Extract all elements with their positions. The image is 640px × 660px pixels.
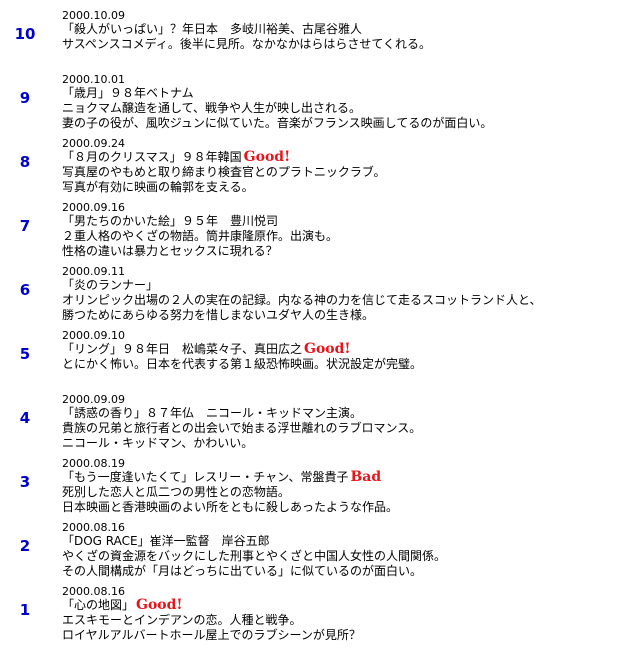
entry-title: 「８月のクリスマス」９８年韓国 bbox=[62, 150, 242, 164]
entry-rank-number: 9 bbox=[19, 89, 31, 107]
entry-title-line: 「リング」９８年日 松嶋菜々子、真田広之 Good! bbox=[62, 342, 630, 357]
entry-comment-line: ２重人格のやくざの物語。筒井康隆原作。出演も。 bbox=[62, 229, 339, 243]
movie-entry: 9 2000.10.01 「歳月」９８年ベトナム ニョクマム醸造を通して、戦争や人生が… bbox=[0, 74, 640, 138]
entry-rank-number: 4 bbox=[19, 409, 31, 427]
entry-title-line: 「もう一度逢いたくて」レスリー・チャン、常盤貴子 Bad bbox=[62, 470, 630, 485]
entry-content: 2000.10.09 「殺人がいっぱい」？年日本 多岐川裕美、古尾谷雅人 サスペンス… bbox=[62, 10, 630, 52]
entry-title: 「歳月」９８年ベトナム bbox=[62, 86, 194, 100]
entry-content: 2000.09.16 「男たちのかいた絵」９５年 豊川悦司 ２重人格のやくざの物語。… bbox=[62, 202, 630, 259]
entry-content: 2000.08.19 「もう一度逢いたくて」レスリー・チャン、常盤貴子 Bad 死別し… bbox=[62, 458, 630, 515]
entry-title-line: 「DOG RACE」崔洋一監督 岸谷五郎 bbox=[62, 534, 630, 549]
entry-comment-line: 性格の違いは暴力とセックスに現れる？ bbox=[62, 244, 278, 258]
entry-title: 「もう一度逢いたくて」レスリー・チャン、常盤貴子 bbox=[62, 470, 349, 484]
entry-rank-number: 10 bbox=[14, 25, 36, 43]
entry-content: 2000.10.01 「歳月」９８年ベトナム ニョクマム醸造を通して、戦争や人生が映… bbox=[62, 74, 630, 131]
entry-comment-line: やくざの資金源をバックにした刑事とやくざと中国人女性の人間関係。 bbox=[62, 549, 447, 563]
entry-title-line: 「歳月」９８年ベトナム bbox=[62, 86, 630, 101]
entry-rating-badge: Good! bbox=[243, 149, 291, 165]
entry-comment-line: オリンピック出場の２人の実在の記録。内なる神の力を信じて走るスコットランド人と、 bbox=[62, 293, 542, 307]
entry-content: 2000.09.11 「炎のランナー」 オリンピック出場の２人の実在の記録。内なる神… bbox=[62, 266, 630, 323]
entry-date: 2000.09.24 bbox=[62, 137, 125, 150]
entry-comment-line: サスペンスコメディ。後半に見所。なかなかはらはらさせてくれる。 bbox=[62, 37, 432, 51]
entry-comment-line: エスキモーとインデアンの恋。人種と戦争。 bbox=[62, 613, 302, 627]
entry-comment-line: 死別した恋人と瓜二つの男性との恋物語。 bbox=[62, 485, 290, 499]
entry-comment-line: 貴族の兄弟と旅行者との出会いで始まる浮世離れのラブロマンス。 bbox=[62, 421, 422, 435]
entry-date: 2000.09.09 bbox=[62, 393, 125, 406]
entry-title: 「DOG RACE」崔洋一監督 岸谷五郎 bbox=[62, 534, 270, 548]
entry-rank-number: 2 bbox=[19, 537, 31, 555]
entry-title-line: 「炎のランナー」 bbox=[62, 278, 630, 293]
entry-comment-line: ニョクマム醸造を通して、戦争や人生が映し出される。 bbox=[62, 101, 362, 115]
entry-rating-badge: Good! bbox=[136, 597, 183, 613]
entry-comment-line: ニコール・キッドマン、かわいい。 bbox=[62, 436, 254, 450]
entry-title-line: 「誘惑の香り」８７年仏 ニコール・キッドマン主演。 bbox=[62, 406, 630, 421]
entry-comment-line: その人間構成が「月はどっちに出ている」に似ているのが面白い。 bbox=[62, 564, 423, 578]
entry-rank-number: 3 bbox=[19, 473, 31, 491]
movie-entry: 5 2000.09.10 「リング」９８年日 松嶋菜々子、真田広之 Good! とにかく… bbox=[0, 330, 640, 394]
entry-date: 2000.10.09 bbox=[62, 9, 125, 22]
entry-title-line: 「男たちのかいた絵」９５年 豊川悦司 bbox=[62, 214, 630, 229]
entry-content: 2000.08.16 「DOG RACE」崔洋一監督 岸谷五郎 やくざの資金源をバッ… bbox=[62, 522, 630, 579]
movie-entry: 10 2000.10.09 「殺人がいっぱい」？年日本 多岐川裕美、古尾谷雅人 サスペ… bbox=[0, 10, 640, 74]
movie-entry: 7 2000.09.16 「男たちのかいた絵」９５年 豊川悦司 ２重人格のやくざの物語… bbox=[0, 202, 640, 266]
entry-title-line: 「殺人がいっぱい」？年日本 多岐川裕美、古尾谷雅人 bbox=[62, 22, 630, 37]
entry-rank-number: 5 bbox=[19, 345, 31, 363]
movie-entry: 3 2000.08.19 「もう一度逢いたくて」レスリー・チャン、常盤貴子 Bad 死別… bbox=[0, 458, 640, 522]
entry-title: 「心の地図」 bbox=[62, 598, 135, 612]
entry-date: 2000.09.10 bbox=[62, 329, 125, 342]
entry-comment-line: 写真が有効に映画の輪郭を支える。 bbox=[62, 180, 254, 194]
entry-content: 2000.09.09 「誘惑の香り」８７年仏 ニコール・キッドマン主演。 貴族の兄弟… bbox=[62, 394, 630, 451]
entry-comment-line: ロイヤルアルバートホール屋上でのラブシーンが見所？ bbox=[62, 628, 361, 642]
entry-title-line: 「心の地図」 Good! bbox=[62, 598, 630, 613]
entry-date: 2000.08.16 bbox=[62, 521, 125, 534]
entry-rating-badge: Bad bbox=[350, 469, 382, 485]
entry-rank-number: 1 bbox=[19, 601, 31, 619]
entry-rating-badge: Good! bbox=[304, 341, 351, 357]
entry-title: 「リング」９８年日 松嶋菜々子、真田広之 bbox=[62, 342, 303, 356]
entry-comment-line: 写真屋のやもめと取り締まり検査官とのプラトニックラブ。 bbox=[62, 165, 386, 179]
entry-comment-line: 妻の子の役が、風吹ジュンに似ていた。音楽がフランス映画してるのが面白い。 bbox=[62, 116, 493, 130]
entry-comment-line: 勝つためにあらゆる努力を惜しまないユダヤ人の生き様。 bbox=[62, 308, 375, 322]
entry-content: 2000.08.16 「心の地図」 Good! エスキモーとインデアンの恋。人種と戦争… bbox=[62, 586, 630, 643]
entry-date: 2000.09.11 bbox=[62, 265, 125, 278]
movie-entry: 8 2000.09.24 「８月のクリスマス」９８年韓国 Good! 写真屋のやもめと取… bbox=[0, 138, 640, 202]
entry-comment-line: とにかく怖い。日本を代表する第１級恐怖映画。状況設定が完璧。 bbox=[62, 357, 423, 371]
entry-content: 2000.09.10 「リング」９８年日 松嶋菜々子、真田広之 Good! とにかく怖… bbox=[62, 330, 630, 372]
entry-rank-number: 6 bbox=[19, 281, 31, 299]
movie-entry: 2 2000.08.16 「DOG RACE」崔洋一監督 岸谷五郎 やくざの資金源をバ… bbox=[0, 522, 640, 586]
entry-rank-number: 8 bbox=[19, 153, 31, 171]
entry-content: 2000.09.24 「８月のクリスマス」９８年韓国 Good! 写真屋のやもめと取り… bbox=[62, 138, 630, 195]
entry-title: 「誘惑の香り」８７年仏 ニコール・キッドマン主演。 bbox=[62, 406, 363, 420]
entry-date: 2000.08.16 bbox=[62, 585, 125, 598]
movie-entry: 6 2000.09.11 「炎のランナー」 オリンピック出場の２人の実在の記録。内なる… bbox=[0, 266, 640, 330]
entry-date: 2000.09.16 bbox=[62, 201, 125, 214]
entry-comment-line: 日本映画と香港映画のよい所をともに殺しあったような作品。 bbox=[62, 500, 399, 514]
entry-date: 2000.08.19 bbox=[62, 457, 125, 470]
entry-title: 「炎のランナー」 bbox=[62, 278, 159, 292]
movie-entry: 4 2000.09.09 「誘惑の香り」８７年仏 ニコール・キッドマン主演。 貴族の兄… bbox=[0, 394, 640, 458]
entry-date: 2000.10.01 bbox=[62, 73, 125, 86]
entry-title-line: 「８月のクリスマス」９８年韓国 Good! bbox=[62, 150, 630, 165]
entry-title: 「殺人がいっぱい」？年日本 多岐川裕美、古尾谷雅人 bbox=[62, 22, 363, 36]
entry-rank-number: 7 bbox=[19, 217, 31, 235]
entry-title: 「男たちのかいた絵」９５年 豊川悦司 bbox=[62, 214, 279, 228]
movie-entry: 1 2000.08.16 「心の地図」 Good! エスキモーとインデアンの恋。人種と戦… bbox=[0, 586, 640, 650]
movie-log-list: 10 2000.10.09 「殺人がいっぱい」？年日本 多岐川裕美、古尾谷雅人 サスペ… bbox=[0, 10, 640, 650]
